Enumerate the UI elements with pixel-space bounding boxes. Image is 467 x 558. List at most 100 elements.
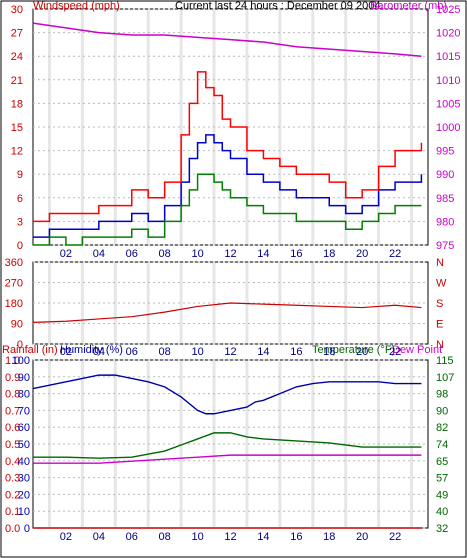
x-tick-label: 18 — [323, 248, 335, 260]
y-tick-label: 30 — [18, 473, 30, 485]
x-tick-label: 22 — [389, 346, 401, 358]
series-speed — [33, 134, 423, 238]
y-tick-label: 3 — [17, 216, 23, 228]
y-tick-label: 975 — [436, 240, 454, 252]
y-tick-label: 57 — [436, 473, 448, 485]
x-tick-label: 10 — [191, 248, 203, 260]
series-dir — [32, 302, 422, 323]
x-tick-label: 12 — [224, 346, 236, 358]
y-tick-label: 1025 — [436, 4, 460, 16]
hour-band — [311, 263, 315, 343]
x-tick-label: 02 — [60, 346, 72, 358]
y-tick-label: 1.0 — [5, 355, 20, 367]
dew-point-label: Dew Point — [392, 344, 442, 356]
hour-band — [80, 263, 84, 343]
y-tick-label: 15 — [11, 122, 23, 134]
series-hum — [32, 374, 422, 415]
y-tick-label: 27 — [11, 28, 23, 40]
y-tick-label: 90 — [11, 319, 23, 331]
x-tick-label: 22 — [389, 248, 401, 260]
y-tick-label: 90 — [18, 372, 30, 384]
y-tick-label: 0.0 — [5, 523, 20, 535]
y-tick-label: 0.4 — [5, 456, 20, 468]
x-tick-label: 22 — [389, 531, 401, 543]
y-tick-label: 0.7 — [5, 405, 20, 417]
y-tick-label: W — [436, 278, 447, 290]
y-tick-label: 0 — [17, 240, 23, 252]
y-tick-label: 0.6 — [5, 422, 20, 434]
humidity-label: Humidity (%) — [60, 344, 123, 356]
barometer-label: Barometer (mb) — [370, 0, 447, 12]
hour-band — [344, 263, 348, 343]
y-tick-label: 98 — [436, 389, 448, 401]
y-tick-label: 65 — [436, 456, 448, 468]
y-tick-label: 115 — [436, 355, 454, 367]
hour-band — [113, 361, 117, 527]
y-tick-label: 6 — [17, 193, 23, 205]
y-tick-label: 1015 — [436, 51, 460, 63]
hour-band — [245, 361, 249, 527]
x-tick-label: 08 — [159, 531, 171, 543]
y-tick-label: 107 — [436, 372, 454, 384]
x-tick-label: 08 — [159, 346, 171, 358]
y-tick-label: 995 — [436, 146, 454, 158]
x-tick-label: 06 — [126, 531, 138, 543]
x-tick-label: 14 — [257, 531, 269, 543]
y-tick-label: 1010 — [436, 75, 460, 87]
x-tick-label: 08 — [159, 248, 171, 260]
series-temp — [33, 432, 422, 459]
hour-band — [410, 361, 414, 527]
y-tick-label: 30 — [11, 4, 23, 16]
y-tick-label: N — [436, 257, 444, 269]
series-gust — [33, 71, 423, 223]
x-tick-label: 04 — [93, 531, 105, 543]
y-tick-label: 1005 — [436, 98, 460, 110]
x-tick-label: 10 — [191, 346, 203, 358]
x-tick-label: 06 — [126, 346, 138, 358]
y-tick-label: 980 — [436, 216, 454, 228]
y-tick-label: 0.2 — [5, 489, 20, 501]
hour-band — [311, 361, 315, 527]
x-tick-label: 18 — [323, 531, 335, 543]
hour-band — [80, 361, 84, 527]
y-tick-label: N — [436, 339, 444, 351]
x-tick-label: 20 — [356, 346, 368, 358]
x-tick-label: 20 — [356, 531, 368, 543]
y-tick-label: 270 — [5, 278, 23, 290]
y-tick-label: 100 — [12, 355, 30, 367]
y-tick-label: 9 — [17, 169, 23, 181]
y-tick-label: 985 — [436, 193, 454, 205]
y-tick-label: 21 — [11, 75, 23, 87]
y-tick-label: 0 — [24, 523, 30, 535]
x-tick-label: 04 — [93, 346, 105, 358]
x-tick-label: 06 — [126, 248, 138, 260]
y-tick-label: 32 — [436, 523, 448, 535]
hour-band — [344, 361, 348, 527]
y-tick-label: 50 — [18, 439, 30, 451]
rainfall-label: Rainfall (in) — [2, 344, 58, 356]
y-tick-label: 0 — [17, 339, 23, 351]
y-tick-label: 0.3 — [5, 473, 20, 485]
temperature-label: Temperature (°F) — [312, 344, 395, 356]
y-tick-label: 40 — [436, 506, 448, 518]
y-tick-label: 1000 — [436, 122, 460, 134]
x-tick-label: 12 — [224, 531, 236, 543]
y-tick-label: 80 — [18, 389, 30, 401]
y-tick-label: 10 — [18, 506, 30, 518]
y-tick-label: S — [436, 298, 443, 310]
y-tick-label: 49 — [436, 489, 448, 501]
y-tick-label: 180 — [5, 298, 23, 310]
y-tick-label: 20 — [18, 489, 30, 501]
x-tick-label: 16 — [290, 248, 302, 260]
y-tick-label: 40 — [18, 456, 30, 468]
hour-band — [311, 10, 315, 244]
y-tick-label: 18 — [11, 98, 23, 110]
y-tick-label: 12 — [11, 146, 23, 158]
y-tick-label: 70 — [18, 405, 30, 417]
hour-band — [113, 263, 117, 343]
hour-band — [179, 263, 183, 343]
series-dew — [33, 454, 422, 464]
x-tick-label: 02 — [60, 248, 72, 260]
